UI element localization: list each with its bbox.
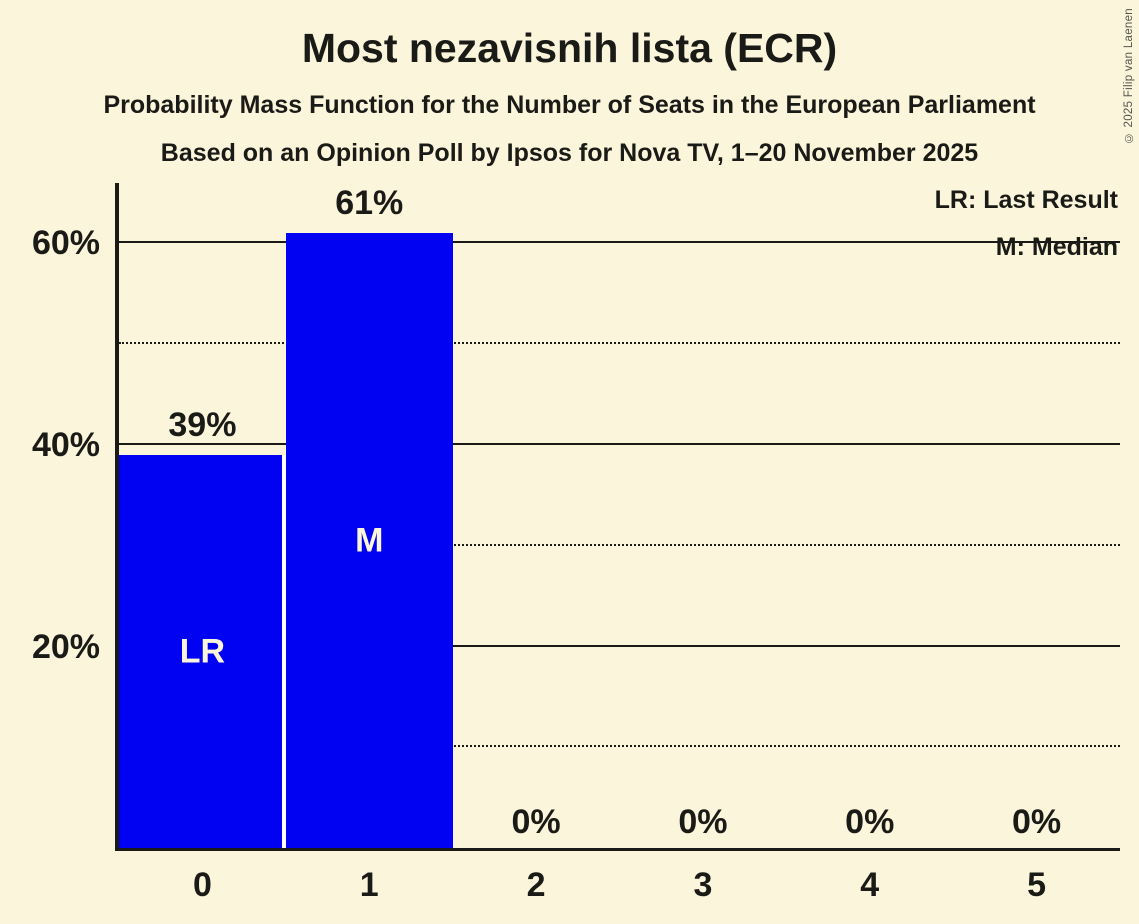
bar-value-label-3: 0% — [678, 803, 728, 841]
bar-annotation-lr: LR — [179, 632, 226, 671]
x-tick-label-4: 4 — [860, 866, 880, 904]
bar-seats-0 — [119, 455, 286, 848]
y-axis-line — [115, 183, 119, 851]
copyright-text: © 2025 Filip van Laenen — [1123, 8, 1135, 144]
legend-median: M: Median — [995, 233, 1118, 261]
y-tick-label-20: 20% — [31, 627, 100, 666]
legend: LR: Last Result M: Median — [935, 185, 1118, 262]
legend-last-result: LR: Last Result — [934, 186, 1118, 214]
bar-value-label-0: 39% — [168, 406, 237, 445]
bar-value-label-5: 0% — [1012, 803, 1062, 841]
gridline-minor-30 — [119, 543, 1120, 546]
y-tick-label-60: 60% — [31, 224, 100, 263]
x-axis-line — [115, 848, 1120, 851]
x-tick-label-0: 0 — [192, 866, 212, 904]
bar-value-label-1: 61% — [335, 184, 404, 223]
bar-annotation-m: M — [355, 521, 384, 560]
x-tick-label-1: 1 — [359, 866, 379, 904]
page-title: Most nezavisnih lista (ECR) — [301, 25, 838, 71]
gridline-major-60 — [119, 241, 1120, 244]
bar-seats-1 — [285, 233, 453, 848]
y-tick-label-40: 40% — [31, 425, 100, 464]
bar-value-label-2: 0% — [511, 803, 561, 841]
x-tick-label-3: 3 — [693, 866, 713, 904]
plot-area: 20% 40% 60% 0 39% 1 61% 2 0% 3 0% 4 0% 5 0% LR M — [32, 183, 1120, 904]
bar-value-label-4: 0% — [845, 803, 895, 841]
gridline-minor-50 — [119, 342, 1120, 345]
chart-source-line: Based on an Opinion Poll by Ipsos for No… — [160, 139, 979, 167]
gridline-major-20 — [119, 644, 1120, 647]
chart-subtitle: Probability Mass Function for the Number… — [103, 91, 1036, 119]
gridline-major-40 — [119, 442, 1120, 445]
x-tick-label-2: 2 — [526, 866, 546, 904]
x-tick-label-5: 5 — [1027, 866, 1047, 904]
gridline-minor-10 — [119, 745, 1120, 748]
